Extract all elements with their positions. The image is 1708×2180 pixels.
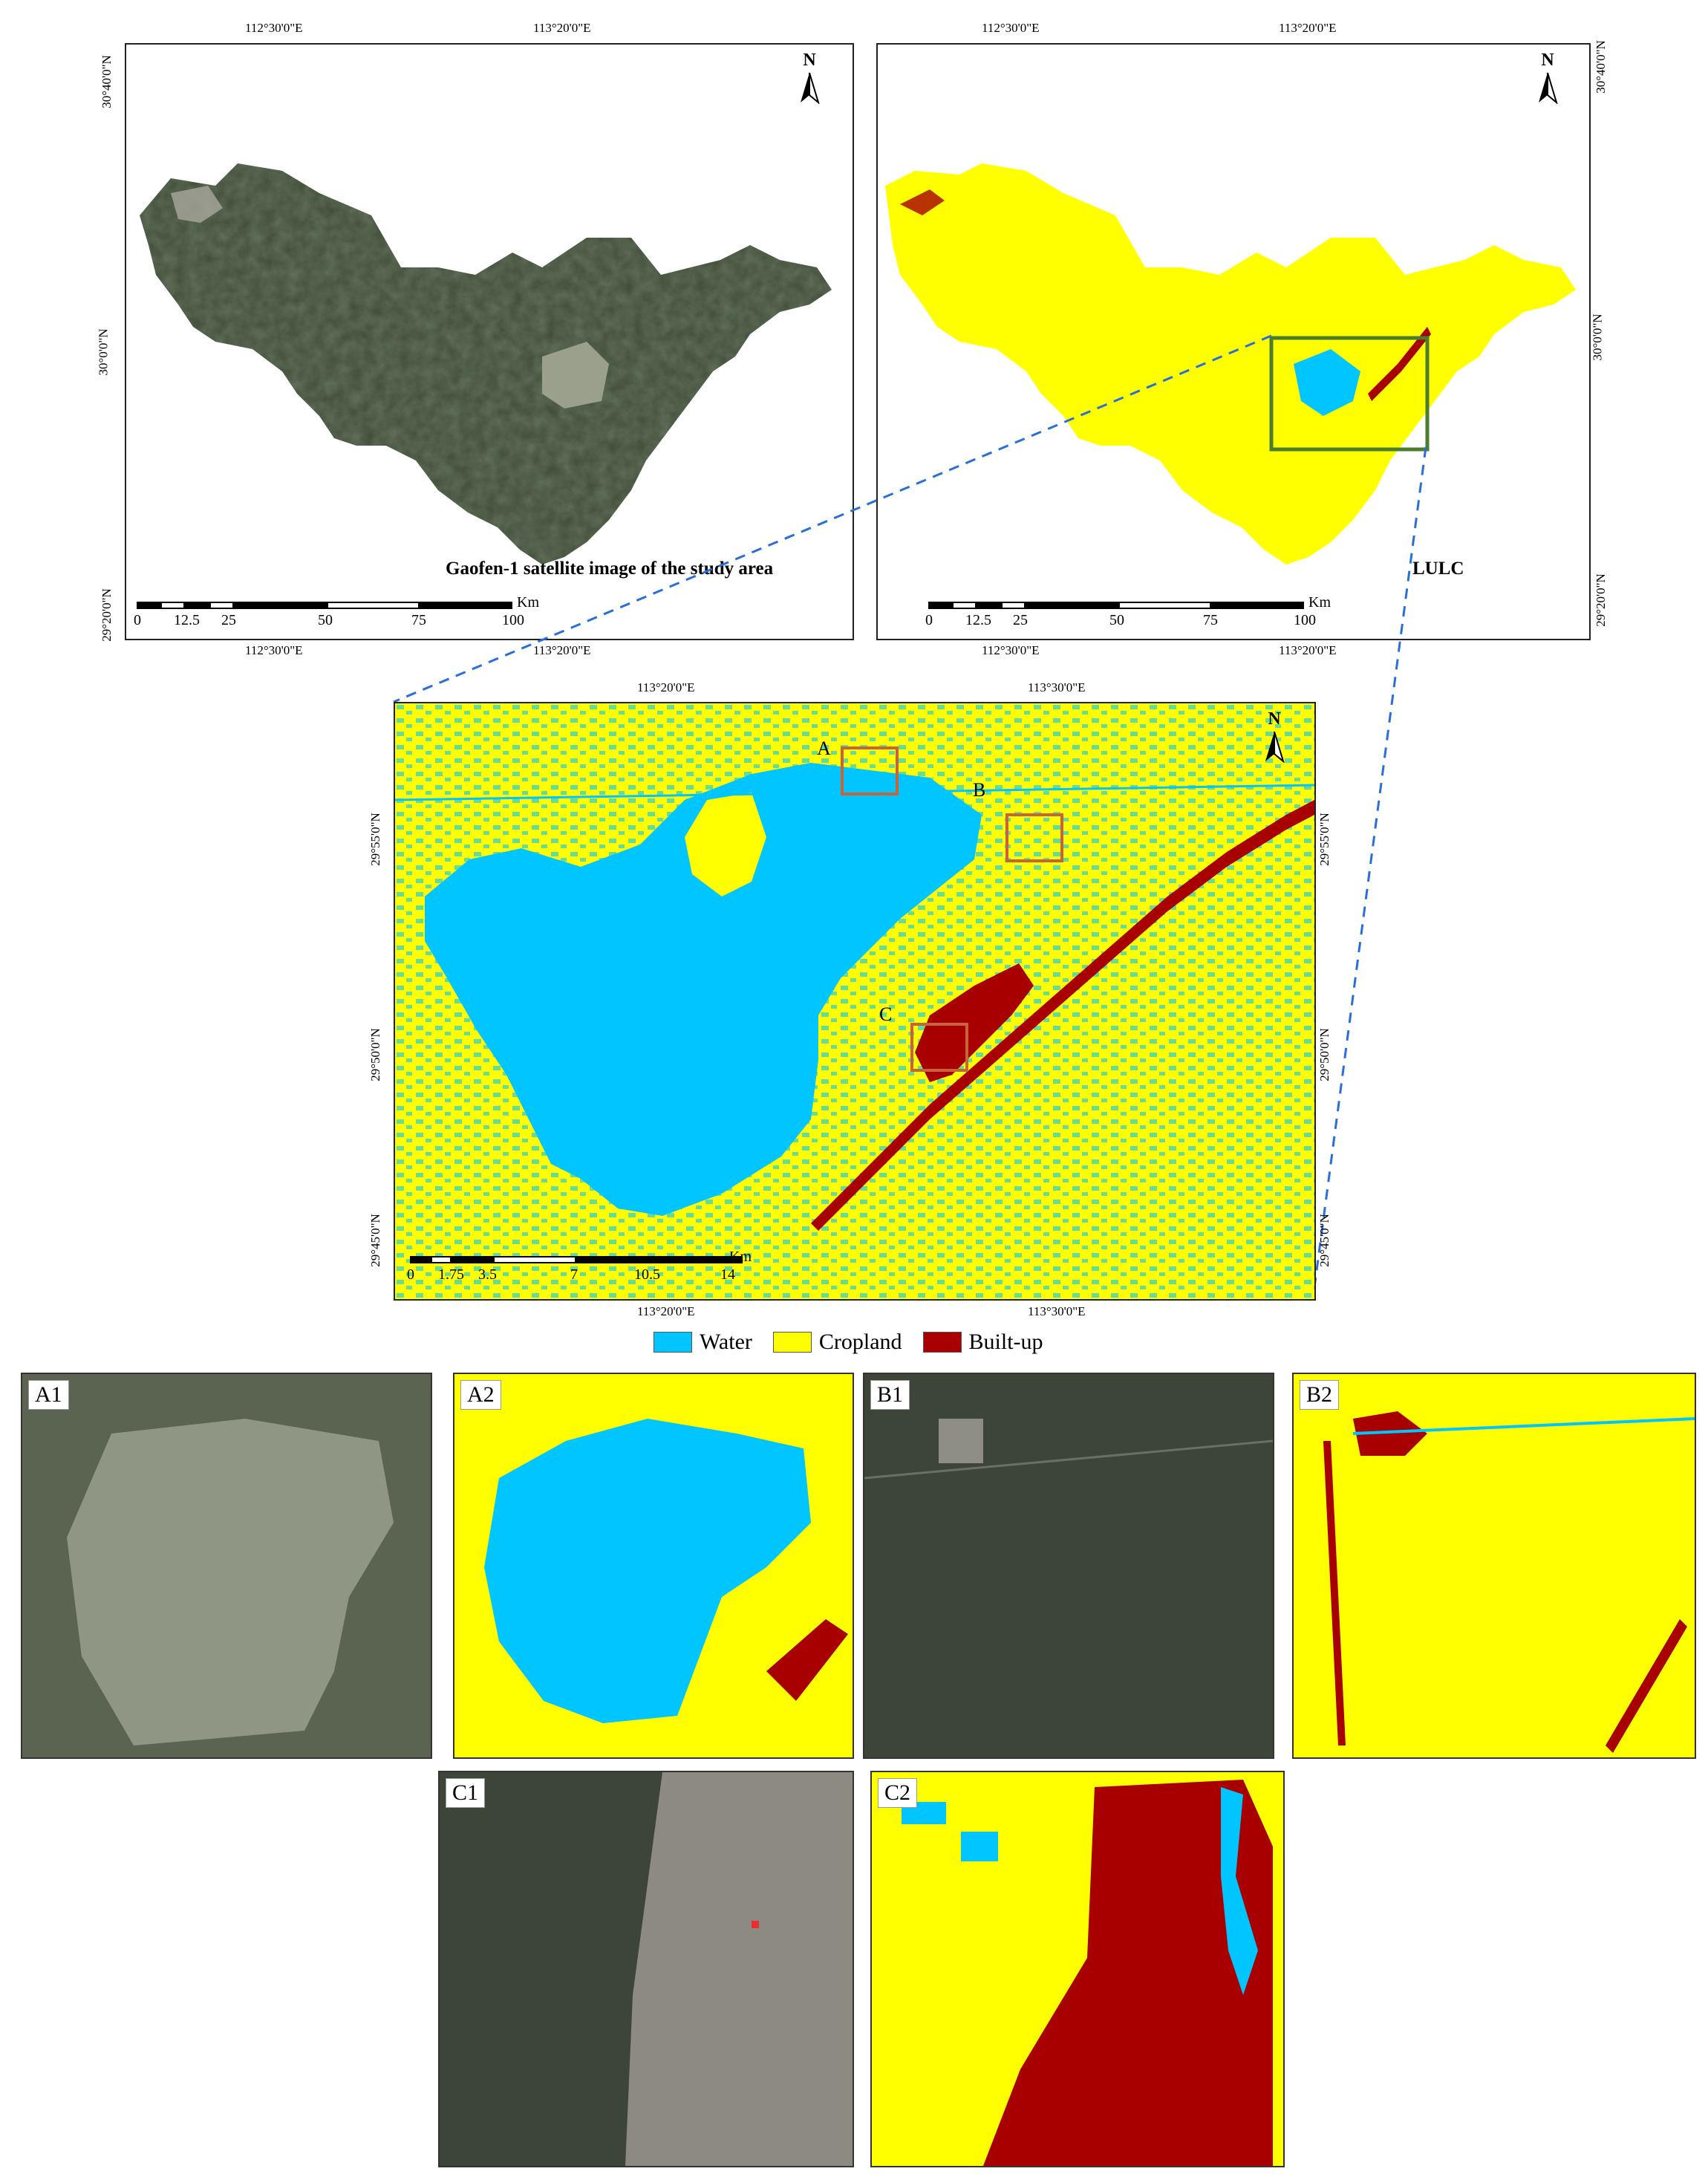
legend-item-builtup: Built-up xyxy=(922,1330,1043,1355)
land-peninsula xyxy=(685,793,766,897)
lon-label: 113°30'0"E xyxy=(1028,1304,1086,1318)
lat-label: 29°50'0"N xyxy=(368,1028,382,1081)
scale-bar: Km 0 12.5 25 50 75 100 xyxy=(925,594,1331,628)
legend-item-cropland: Cropland xyxy=(772,1330,902,1355)
lulc-title: LULC xyxy=(1412,559,1464,579)
thumbnail-A2: A2 xyxy=(453,1373,854,1759)
north-arrow: N xyxy=(1258,709,1291,763)
lake-patch xyxy=(542,342,609,409)
thumbnail-C1: C1 xyxy=(438,1771,854,2167)
lat-label: 29°55'0"N xyxy=(1317,813,1331,866)
box-label-A: A xyxy=(817,738,831,759)
north-arrow-icon xyxy=(1539,72,1558,104)
builtup-strip xyxy=(1368,327,1431,401)
thumbnail-B2: B2 xyxy=(1292,1373,1696,1759)
builtup-swatch xyxy=(922,1332,962,1353)
lon-label: 113°20'0"E xyxy=(533,21,591,35)
lat-label: 29°55'0"N xyxy=(368,813,382,866)
lon-label: 113°20'0"E xyxy=(637,680,695,694)
lulc-map-panel: LULC N Km 0 12.5 25 50 75 100 xyxy=(876,43,1591,640)
legend-label: Water xyxy=(700,1330,752,1354)
zoomed-lulc-map: A B C N Km 0 1.75 3.5 7 10.5 14 xyxy=(394,702,1316,1301)
box-B xyxy=(1005,813,1063,862)
box-A xyxy=(841,746,899,795)
zoom-box xyxy=(1269,336,1430,452)
satellite-map-panel: Gaofen-1 satellite image of the study ar… xyxy=(125,43,854,640)
north-label: N xyxy=(1268,709,1281,729)
lon-label: 112°30'0"E xyxy=(982,643,1040,657)
satellite-image xyxy=(140,163,832,564)
satellite-title: Gaofen-1 satellite image of the study ar… xyxy=(446,559,774,579)
lon-label: 113°30'0"E xyxy=(1028,680,1086,694)
north-arrow-icon xyxy=(801,72,820,104)
lat-label: 29°50'0"N xyxy=(1317,1028,1331,1081)
north-arrow: N xyxy=(1531,51,1564,104)
north-arrow-icon xyxy=(1265,731,1285,763)
lon-label: 113°20'0"E xyxy=(1279,21,1337,35)
north-label: N xyxy=(803,51,816,70)
lake-region xyxy=(1294,349,1360,416)
thumbnail-label: C1 xyxy=(446,1778,486,1808)
box-C xyxy=(910,1023,968,1072)
lulc-image xyxy=(885,163,1576,564)
zoomed-lulc-image xyxy=(395,703,1314,1299)
lon-label: 113°20'0"E xyxy=(1279,643,1337,657)
cropland-swatch xyxy=(772,1332,812,1353)
lake-water-body xyxy=(425,763,982,1216)
north-arrow: N xyxy=(793,51,826,104)
water-swatch xyxy=(653,1332,692,1353)
thumbnail-B1: B1 xyxy=(863,1373,1274,1759)
zoom-connector-lines xyxy=(393,334,1427,1299)
lat-label: 29°45'0"N xyxy=(368,1214,382,1267)
cropland-region xyxy=(885,163,1576,564)
north-label: N xyxy=(1541,51,1554,70)
urban-strip xyxy=(811,800,1314,1231)
scale-bar: Km 0 12.5 25 50 75 100 xyxy=(134,594,539,628)
urban-patch xyxy=(171,186,223,223)
urban-builtup-area xyxy=(915,963,1034,1082)
lon-label: 112°30'0"E xyxy=(245,21,303,35)
legend-item-water: Water xyxy=(653,1330,752,1355)
builtup-edge xyxy=(900,189,945,215)
map-legend: Water Cropland Built-up xyxy=(653,1330,1057,1355)
thumbnail-label: A2 xyxy=(460,1380,501,1410)
thumbnail-label: C2 xyxy=(878,1778,918,1808)
thumbnail-label: A1 xyxy=(28,1380,69,1410)
lat-label: 29°45'0"N xyxy=(1317,1214,1331,1267)
lon-label: 113°20'0"E xyxy=(637,1304,695,1318)
thumbnail-C2: C2 xyxy=(870,1771,1285,2167)
legend-label: Cropland xyxy=(818,1330,902,1354)
thumbnail-label: B1 xyxy=(870,1380,910,1410)
box-label-C: C xyxy=(879,1003,893,1025)
lon-label: 112°30'0"E xyxy=(982,21,1040,35)
legend-label: Built-up xyxy=(968,1330,1043,1354)
thumbnail-A1: A1 xyxy=(21,1373,432,1759)
scale-bar: Km 0 1.75 3.5 7 10.5 14 xyxy=(407,1249,752,1283)
thumbnail-label: B2 xyxy=(1300,1380,1340,1410)
lon-label: 112°30'0"E xyxy=(245,643,303,657)
box-label-B: B xyxy=(973,779,986,801)
lon-label: 113°20'0"E xyxy=(533,643,591,657)
